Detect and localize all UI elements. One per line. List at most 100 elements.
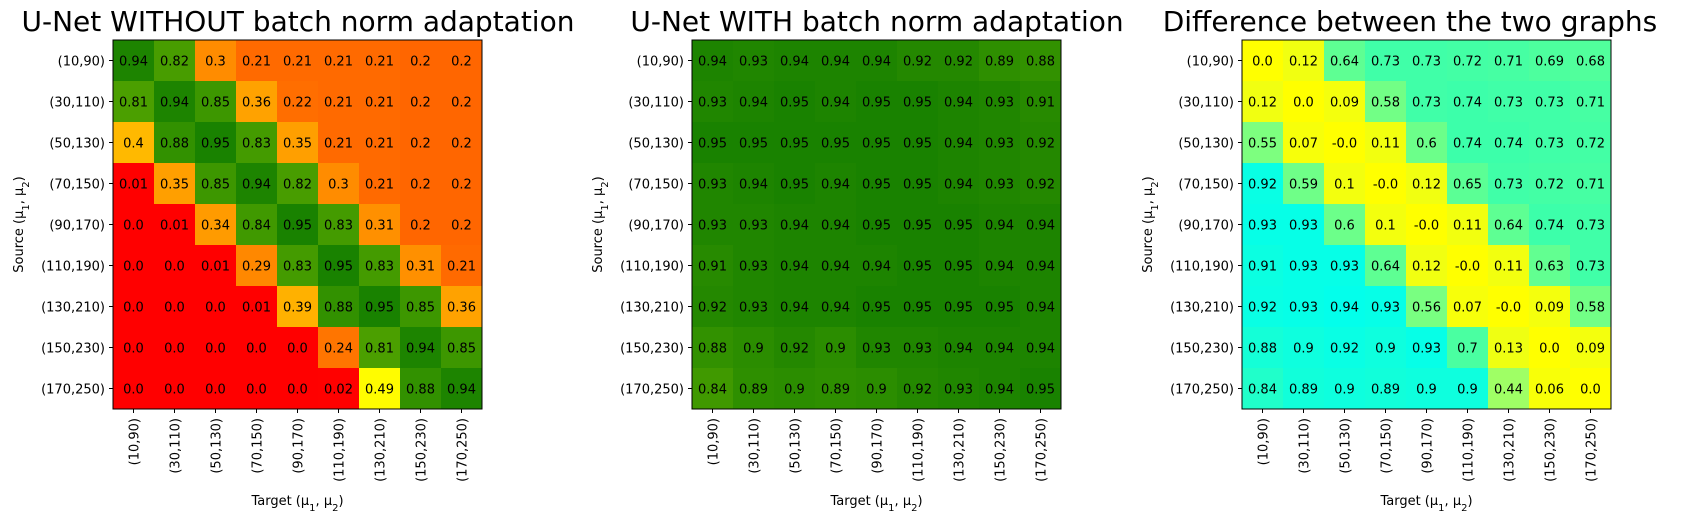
cell-value-label: 0.82 [160,55,189,70]
chart-title: U-Net WITHOUT batch norm adaptation [22,5,575,38]
heatmap-cell [1529,327,1571,369]
cell-value-label: 0.56 [1412,301,1441,316]
heatmap-cell [113,40,155,82]
x-tick-label: (90,170) [1421,418,1436,474]
cell-value-label: 0.36 [447,301,476,316]
cell-value-label: 0.72 [1535,178,1564,193]
heatmap-cell [1365,163,1407,205]
heatmap-cell [979,81,1021,123]
cell-value-label: 0.0 [205,301,226,316]
x-tick-label: (130,210) [1503,418,1518,482]
heatmap-cell [1283,204,1325,246]
cell-value-label: 0.0 [164,260,185,275]
cell-value-label: 0.95 [903,260,932,275]
heatmap-cell [815,286,857,328]
heatmap-cell [1365,204,1407,246]
y-tick-label: (110,190) [1170,260,1234,275]
cell-value-label: 0.95 [903,178,932,193]
cell-value-label: 0.84 [698,383,727,398]
cell-value-label: 0.12 [1412,178,1441,193]
heatmap-cell [938,81,980,123]
cell-value-label: 0.88 [1248,342,1277,357]
heatmap-cell [897,40,939,82]
heatmap-cell [1324,40,1366,82]
cell-value-label: 0.94 [780,260,809,275]
heatmap-cell [195,122,237,164]
cell-value-label: 0.94 [160,96,189,111]
x-tick-label: (70,150) [1380,418,1395,474]
cell-value-label: 0.0 [123,383,144,398]
heatmap-panel-difference: Difference between the two graphs 0.0 0.12… [1141,5,1657,514]
heatmap-cell [113,204,155,246]
heatmap-cell [733,245,775,287]
cell-value-label: 0.9 [1375,342,1396,357]
heatmap-cell [774,245,816,287]
cell-value-label: 0.31 [406,260,435,275]
cell-value-label: 0.94 [821,96,850,111]
cell-value-label: 0.88 [406,383,435,398]
heatmap-cell [815,245,857,287]
cell-value-label: 0.93 [985,96,1014,111]
y-tick-label: (10,90) [1187,55,1234,70]
heatmap-cell [692,368,734,410]
heatmap-cell [815,163,857,205]
cell-value-label: 0.93 [985,178,1014,193]
heatmap-cell [1020,245,1062,287]
heatmap-cell [897,327,939,369]
cell-value-label: 0.92 [1026,137,1055,152]
x-tick-label: (110,190) [333,418,348,482]
cell-value-label: 0.88 [324,301,353,316]
x-tick-label: (130,210) [374,418,389,482]
cell-value-label: 0.94 [447,383,476,398]
heatmap-cell [938,368,980,410]
heatmap-cell [277,40,319,82]
cell-value-label: 0.92 [698,301,727,316]
cell-value-label: 0.74 [1453,96,1482,111]
y-tick-label: (130,210) [41,301,105,316]
cell-value-label: -0.0 [1414,219,1439,234]
cell-value-label: -0.0 [1373,178,1398,193]
cell-value-label: 0.95 [862,137,891,152]
cell-value-label: 0.74 [1453,137,1482,152]
heatmap-cell [1570,286,1612,328]
heatmap-cell [1242,204,1284,246]
heatmap-cell [1242,368,1284,410]
cell-value-label: 0.82 [283,178,312,193]
cell-value-label: -0.0 [1455,260,1480,275]
heatmap-cell [1529,368,1571,410]
heatmap-cell [1242,122,1284,164]
x-tick-label: (50,130) [210,418,225,474]
heatmap-cell [1529,204,1571,246]
cell-value-label: 0.73 [1371,55,1400,70]
heatmap-cell [195,40,237,82]
heatmap-cell [277,368,319,410]
heatmap-cell [692,245,734,287]
heatmap-cell [1365,81,1407,123]
cell-value-label: 0.88 [160,137,189,152]
heatmap-cell [195,81,237,123]
cell-value-label: 0.94 [1026,301,1055,316]
heatmap-cell [733,122,775,164]
cell-value-label: 0.0 [246,383,267,398]
heatmap-cell [1488,81,1530,123]
heatmap-cell [113,368,155,410]
heatmap-cell [1020,122,1062,164]
cell-value-label: 0.93 [1412,342,1441,357]
x-tick-label: (50,130) [789,418,804,474]
heatmap-cell [113,286,155,328]
cell-value-label: 0.93 [1289,219,1318,234]
heatmap-panel-without-bn: U-Net WITHOUT batch norm adaptation 0.94 0… [12,5,574,514]
heatmap-cell [1570,122,1612,164]
heatmap-cell [1242,286,1284,328]
heatmap-cell [1488,245,1530,287]
heatmap-cell [774,81,816,123]
heatmap-cell [400,286,442,328]
cell-value-label: 0.0 [123,260,144,275]
cell-value-label: 0.73 [1576,260,1605,275]
heatmap-cell [1570,204,1612,246]
heatmap-cell [236,40,278,82]
cell-value-label: 0.13 [1494,342,1523,357]
heatmap-cell [938,122,980,164]
heatmap-cell [195,368,237,410]
